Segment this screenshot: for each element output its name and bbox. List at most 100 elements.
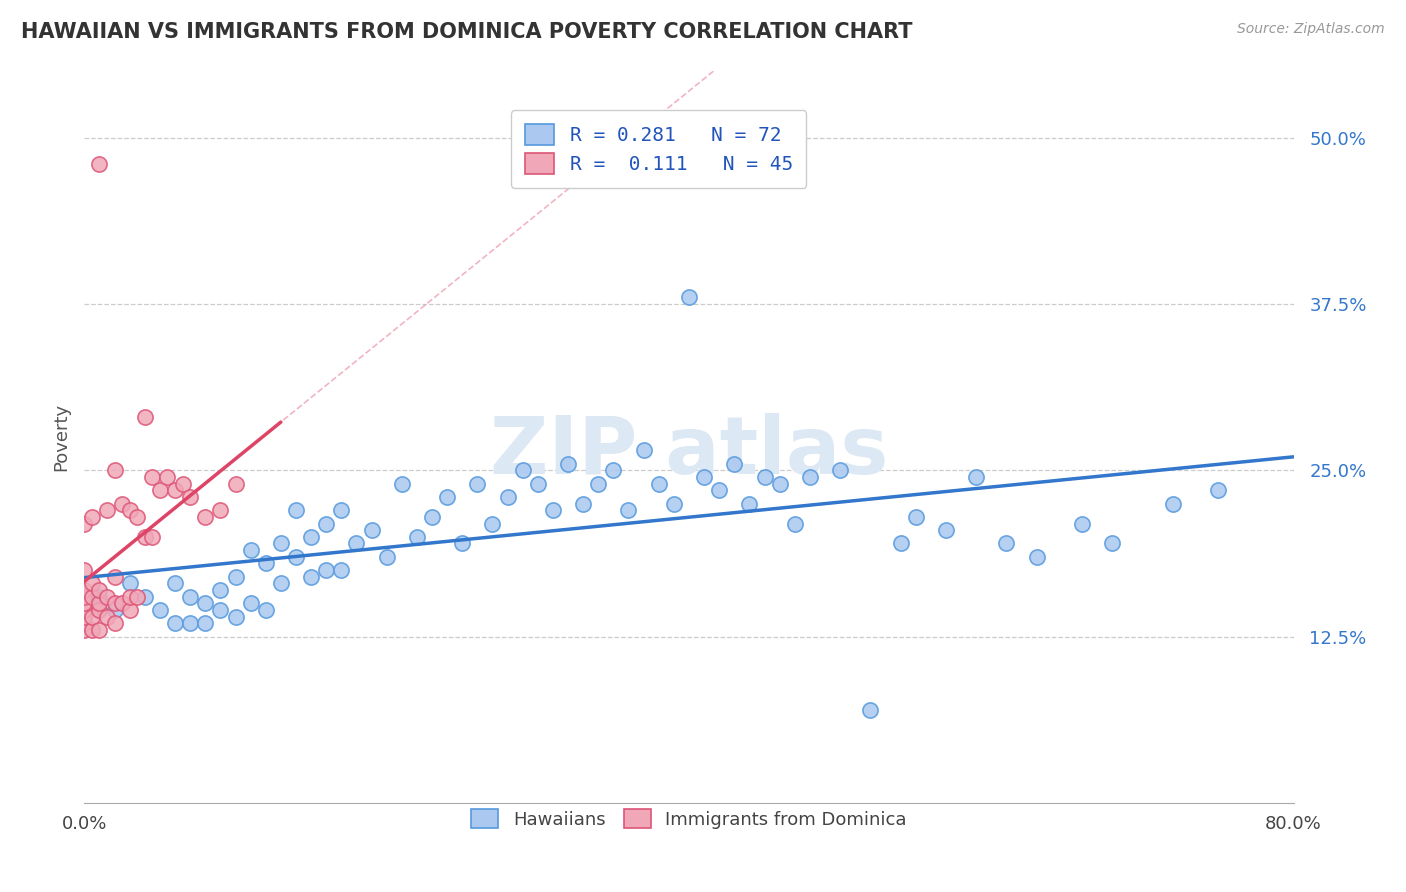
Point bbox=[194, 596, 217, 610]
Point bbox=[1071, 516, 1094, 531]
Point bbox=[104, 570, 127, 584]
Point bbox=[156, 470, 179, 484]
Point bbox=[783, 516, 806, 531]
Point bbox=[89, 596, 111, 610]
Point bbox=[512, 463, 534, 477]
Point bbox=[935, 523, 957, 537]
Point bbox=[330, 563, 353, 577]
Point bbox=[391, 476, 413, 491]
Point bbox=[769, 476, 792, 491]
Point bbox=[172, 476, 194, 491]
Point bbox=[1206, 483, 1229, 498]
Point bbox=[693, 470, 716, 484]
Point bbox=[111, 497, 134, 511]
Point bbox=[80, 623, 103, 637]
Point bbox=[662, 497, 685, 511]
Point bbox=[723, 457, 745, 471]
Point bbox=[179, 616, 201, 631]
Point bbox=[165, 483, 187, 498]
Point bbox=[194, 616, 217, 631]
Point bbox=[73, 596, 96, 610]
Point bbox=[602, 463, 624, 477]
Point bbox=[73, 616, 96, 631]
Point bbox=[648, 476, 671, 491]
Point bbox=[830, 463, 852, 477]
Point bbox=[239, 596, 262, 610]
Point bbox=[1025, 549, 1047, 564]
Point bbox=[541, 503, 564, 517]
Point bbox=[179, 490, 201, 504]
Point bbox=[104, 463, 127, 477]
Point bbox=[315, 516, 337, 531]
Point bbox=[738, 497, 761, 511]
Point bbox=[527, 476, 550, 491]
Point bbox=[134, 590, 156, 604]
Point bbox=[165, 576, 187, 591]
Point bbox=[149, 483, 172, 498]
Point bbox=[209, 503, 232, 517]
Point bbox=[73, 563, 96, 577]
Point bbox=[80, 590, 103, 604]
Point bbox=[73, 623, 96, 637]
Point bbox=[965, 470, 987, 484]
Point bbox=[104, 616, 127, 631]
Point bbox=[299, 530, 322, 544]
Point bbox=[73, 603, 96, 617]
Point bbox=[89, 623, 111, 637]
Point bbox=[360, 523, 382, 537]
Point bbox=[179, 590, 201, 604]
Point bbox=[73, 590, 96, 604]
Point bbox=[285, 549, 308, 564]
Point bbox=[127, 509, 149, 524]
Point bbox=[254, 603, 277, 617]
Point bbox=[118, 603, 141, 617]
Point bbox=[1161, 497, 1184, 511]
Point bbox=[225, 570, 247, 584]
Point bbox=[709, 483, 731, 498]
Point bbox=[111, 596, 134, 610]
Point bbox=[96, 503, 118, 517]
Point bbox=[104, 603, 127, 617]
Point bbox=[134, 410, 156, 425]
Text: HAWAIIAN VS IMMIGRANTS FROM DOMINICA POVERTY CORRELATION CHART: HAWAIIAN VS IMMIGRANTS FROM DOMINICA POV… bbox=[21, 22, 912, 42]
Point bbox=[73, 582, 96, 597]
Point bbox=[141, 470, 163, 484]
Point bbox=[225, 609, 247, 624]
Point bbox=[436, 490, 458, 504]
Text: ZIP atlas: ZIP atlas bbox=[489, 413, 889, 491]
Point bbox=[754, 470, 776, 484]
Text: Source: ZipAtlas.com: Source: ZipAtlas.com bbox=[1237, 22, 1385, 37]
Point bbox=[165, 616, 187, 631]
Point bbox=[588, 476, 610, 491]
Point bbox=[904, 509, 927, 524]
Point bbox=[209, 603, 232, 617]
Point bbox=[406, 530, 429, 544]
Point bbox=[89, 603, 111, 617]
Point bbox=[89, 582, 111, 597]
Point bbox=[633, 443, 655, 458]
Point bbox=[496, 490, 519, 504]
Point bbox=[481, 516, 503, 531]
Point bbox=[617, 503, 640, 517]
Point bbox=[127, 590, 149, 604]
Point bbox=[134, 530, 156, 544]
Point bbox=[239, 543, 262, 558]
Point bbox=[149, 603, 172, 617]
Point bbox=[141, 530, 163, 544]
Point bbox=[890, 536, 912, 550]
Point bbox=[299, 570, 322, 584]
Point bbox=[89, 590, 111, 604]
Point bbox=[96, 590, 118, 604]
Point bbox=[557, 457, 579, 471]
Point bbox=[104, 596, 127, 610]
Point bbox=[96, 609, 118, 624]
Point bbox=[194, 509, 217, 524]
Point bbox=[451, 536, 474, 550]
Point bbox=[118, 576, 141, 591]
Point bbox=[270, 576, 292, 591]
Y-axis label: Poverty: Poverty bbox=[52, 403, 70, 471]
Point bbox=[315, 563, 337, 577]
Point bbox=[118, 590, 141, 604]
Point bbox=[73, 516, 96, 531]
Point bbox=[80, 576, 103, 591]
